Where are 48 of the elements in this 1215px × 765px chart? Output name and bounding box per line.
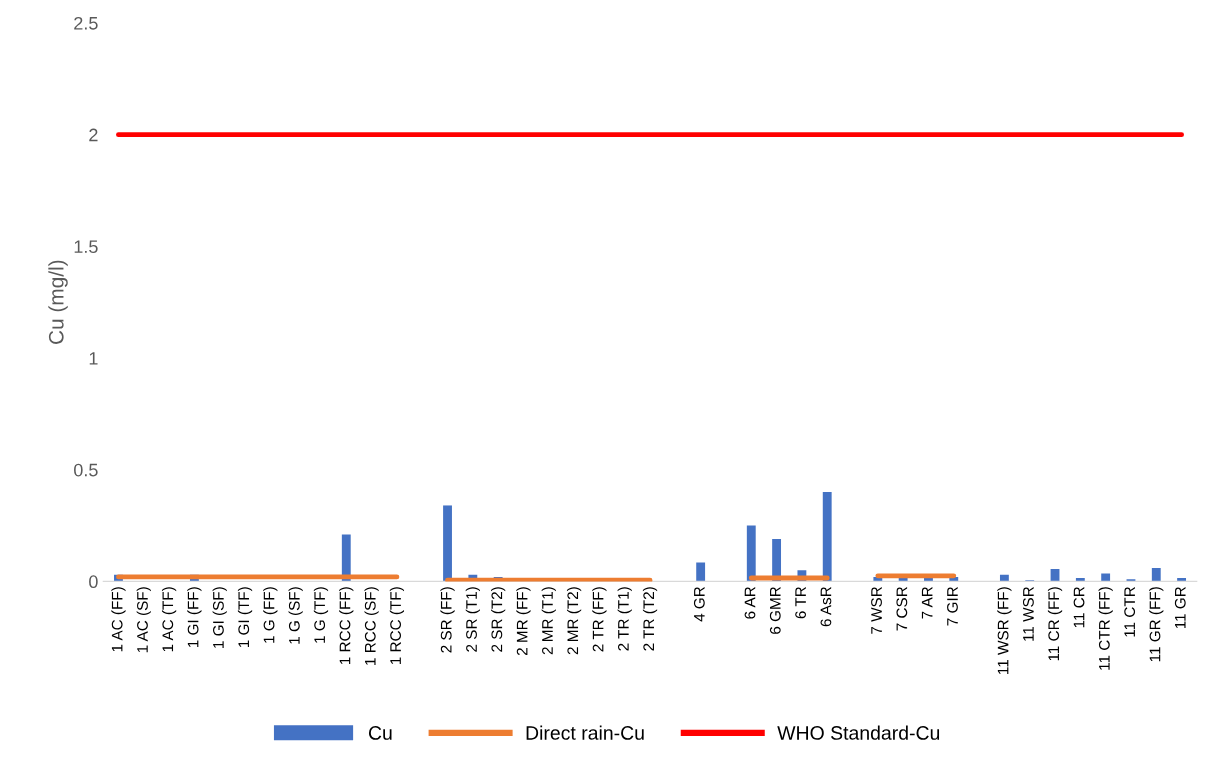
x-tick-label: 7 GIR xyxy=(947,586,958,626)
x-tick-label: 2 TR (T2) xyxy=(642,587,658,651)
x-tick-label: 11 CTR (FF) xyxy=(1098,587,1113,670)
x-tick-label: 1 RCC (FF) xyxy=(339,587,354,665)
x-tick-label: 1 AC (FF) xyxy=(111,587,126,652)
legend-label: Direct rain-Cu xyxy=(526,725,644,740)
x-tick-label: 2 MR (T2) xyxy=(566,587,582,655)
x-tick-label: 1 AC (SF) xyxy=(136,587,151,653)
y-tick-label: 1.5 xyxy=(74,240,98,254)
x-tick-label: 11 WSR xyxy=(1023,586,1034,641)
x-tick-label: 1 GI (SF) xyxy=(212,587,227,648)
y-axis-title: Cu (mg/l) xyxy=(48,260,68,344)
x-tick-label: 6 GMR xyxy=(769,586,781,634)
x-tick-label: 7 WSR xyxy=(871,586,882,634)
x-tick-label: 4 GR xyxy=(693,586,705,622)
legend-label: WHO Standard-Cu xyxy=(777,725,940,740)
x-tick-label: 1 AC (TF) xyxy=(161,587,177,652)
x-tick-label: 1 GI (FF) xyxy=(187,587,202,648)
x-tick-label: 11 WSR (FF) xyxy=(997,587,1012,674)
x-tick-label: 2 SR (T1) xyxy=(465,587,480,652)
x-tick-label: 1 RCC (SF) xyxy=(364,587,379,665)
x-tick-label: 6 TR xyxy=(795,586,806,619)
x-tick-label: 1 G (TF) xyxy=(313,587,329,643)
x-tick-label: 11 CR xyxy=(1073,586,1085,628)
y-tick-label: 1 xyxy=(89,352,98,365)
x-tick-label: 1 G (FF) xyxy=(263,587,278,643)
y-tick-label: 0 xyxy=(89,575,98,589)
x-tick-label: 1 G (SF) xyxy=(288,587,303,644)
x-tick-label: 6 AsR xyxy=(820,586,832,627)
x-tick-label: 11 CR (FF) xyxy=(1047,587,1063,661)
x-tick-label: 11 CTR xyxy=(1124,586,1136,637)
x-tick-label: 11 GR (FF) xyxy=(1149,587,1164,662)
y-tick-label: 2.5 xyxy=(74,16,98,30)
x-tick-label: 1 RCC (TF) xyxy=(389,587,405,665)
legend-label: Cu xyxy=(368,726,392,740)
x-tick-label: 2 TR (T1) xyxy=(617,587,632,651)
x-tick-label: 7 CSR xyxy=(896,586,908,631)
x-tick-label: 6 AR xyxy=(744,586,756,619)
x-tick-label: 7 AR xyxy=(921,586,933,619)
x-tick-label: 2 MR (T1) xyxy=(541,587,556,655)
x-tick-label: 1 GI (TF) xyxy=(237,587,253,648)
y-tick-label: 0.5 xyxy=(74,463,98,477)
x-tick-label: 2 MR (FF) xyxy=(516,587,531,656)
x-tick-label: 2 TR (FF) xyxy=(592,587,607,652)
y-tick-label: 2 xyxy=(89,128,98,142)
x-tick-label: 2 SR (FF) xyxy=(440,587,455,653)
x-tick-label: 2 SR (T2) xyxy=(491,587,506,652)
x-tick-label: 11 GR xyxy=(1174,586,1186,629)
